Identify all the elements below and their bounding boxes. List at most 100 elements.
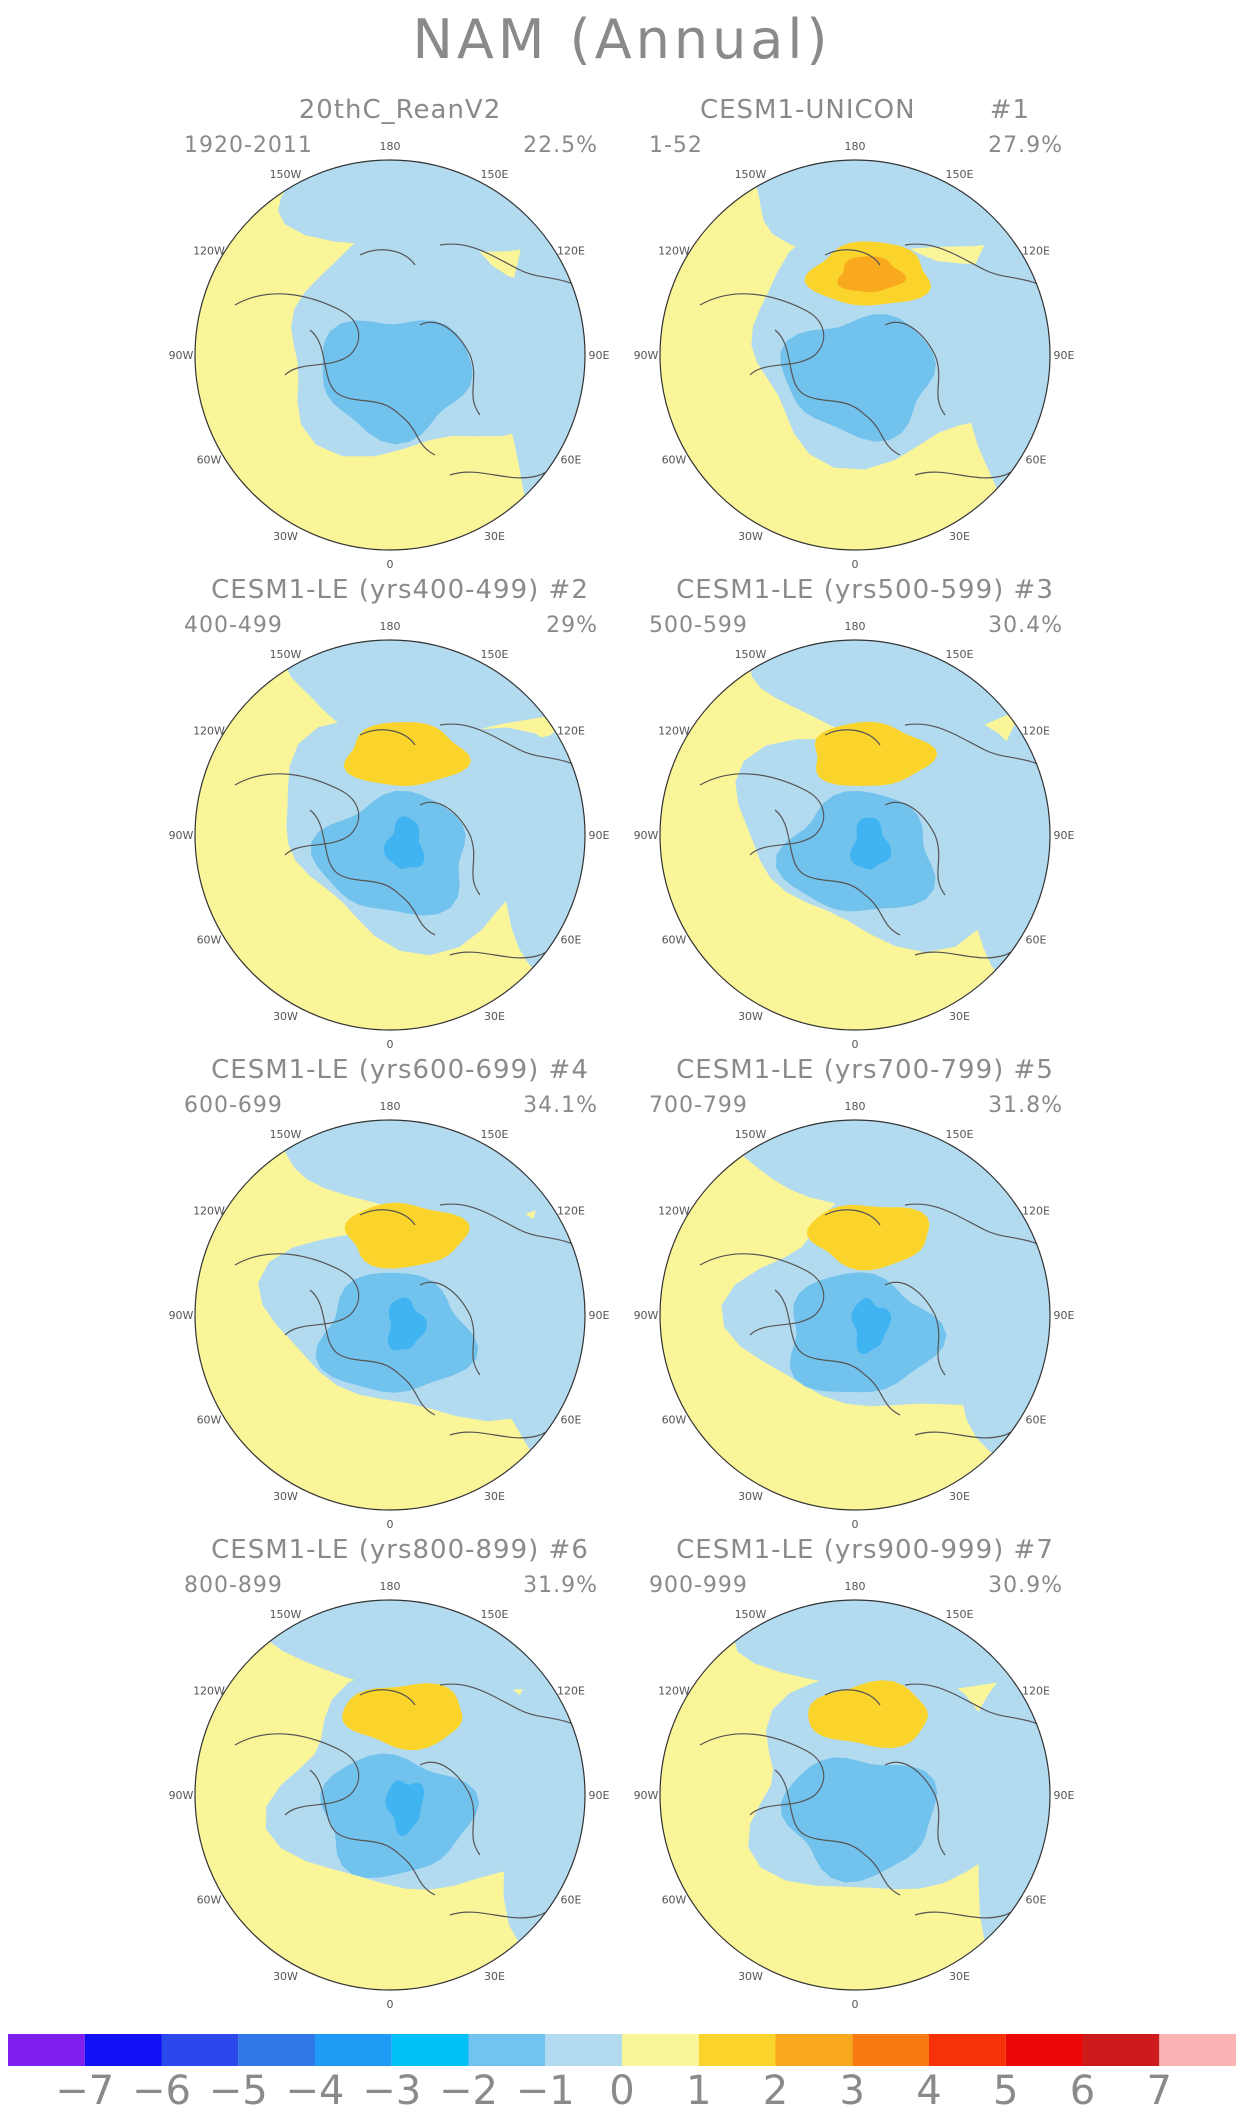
positive-region-level-1 — [343, 722, 471, 787]
colorbar-tick-label: 7 — [1146, 2068, 1172, 2114]
negative-region-level-3 — [387, 1297, 428, 1351]
negative-region-level-1 — [261, 1600, 585, 1691]
negative-region-level-2 — [322, 320, 473, 445]
colorbar-swatch — [698, 2034, 776, 2066]
panel-variance-explained: 31.9% — [523, 1573, 598, 1598]
longitude-label: 60W — [197, 1894, 222, 1907]
positive-region-level-1 — [342, 1683, 463, 1751]
colorbar-tick-label: −6 — [132, 2068, 191, 2114]
panel-period: 400-499 — [184, 613, 283, 638]
map-boundary — [659, 1599, 1051, 1991]
longitude-label: 120W — [658, 245, 690, 258]
longitude-label: 120E — [557, 1685, 585, 1698]
coastline — [699, 293, 825, 376]
longitude-label: 180 — [845, 1100, 866, 1113]
positive-region-level-1 — [814, 721, 938, 786]
coastline — [439, 723, 585, 771]
colorbar-tick-label: −7 — [55, 2068, 115, 2114]
panel-variance-explained: 31.8% — [988, 1093, 1063, 1118]
colorbar-tick-label: −3 — [362, 2068, 422, 2114]
colorbar-swatch — [84, 2034, 162, 2066]
longitude-label: 150E — [481, 648, 509, 661]
coastline — [419, 1281, 481, 1376]
coastline — [884, 1761, 946, 1856]
map-boundary — [194, 639, 586, 1031]
colorbar-swatch — [1005, 2034, 1083, 2066]
coastline — [904, 723, 1050, 771]
longitude-label: 90E — [589, 349, 610, 362]
coastline — [884, 321, 946, 416]
longitude-label: 60W — [662, 934, 687, 947]
coastline — [884, 801, 946, 896]
coastline — [904, 1683, 1050, 1731]
longitude-label: 120E — [557, 1205, 585, 1218]
longitude-label: 150E — [481, 168, 509, 181]
longitude-label: 120W — [193, 725, 225, 738]
panel-title: CESM1-LE (yrs400-499) #2 — [211, 575, 589, 605]
longitude-label: 30E — [484, 530, 505, 543]
negative-region-level-3 — [383, 816, 425, 869]
longitude-label: 30E — [484, 1490, 505, 1503]
coastline — [309, 1769, 436, 1896]
longitude-label: 90W — [634, 1789, 659, 1802]
longitude-label: 90W — [634, 349, 659, 362]
longitude-label: 180 — [380, 620, 401, 633]
longitude-label: 150W — [270, 648, 302, 661]
longitude-label: 90W — [634, 829, 659, 842]
longitude-label: 150W — [735, 1608, 767, 1621]
longitude-label: 120W — [193, 1685, 225, 1698]
panel-variance-explained: 27.9% — [988, 133, 1063, 158]
longitude-label: 90E — [589, 1309, 610, 1322]
panel-title: CESM1-LE (yrs700-799) #5 — [676, 1055, 1054, 1085]
panel-title: CESM1-LE (yrs900-999) #7 — [676, 1535, 1054, 1565]
colorbar-swatch — [8, 2034, 85, 2066]
longitude-label: 180 — [845, 1580, 866, 1593]
longitude-label: 180 — [380, 1580, 401, 1593]
colorbar-tick-label: 3 — [839, 2068, 865, 2114]
colorbar-swatch — [1082, 2034, 1160, 2066]
polar-map: 180 150E 120E 90E 60E 30E 0 30W 60W 90W 120W 150W — [634, 1580, 1075, 2011]
panel-period: 500-599 — [649, 613, 748, 638]
panel-variance-explained: 30.9% — [988, 1573, 1063, 1598]
panel-title: CESM1-LE (yrs600-699) #4 — [211, 1055, 589, 1085]
longitude-label: 60E — [1026, 454, 1047, 467]
map-panel: CESM1-LE (yrs400-499) #2 400-499 29% 180 150… — [169, 575, 610, 1051]
coastline — [824, 729, 881, 746]
longitude-label: 90E — [1054, 1789, 1075, 1802]
panel-period: 800-899 — [184, 1573, 283, 1598]
longitude-label: 120E — [1022, 1685, 1050, 1698]
coastline — [904, 1203, 1050, 1251]
longitude-label: 30W — [273, 1490, 298, 1503]
colorbar-tick-label: 6 — [1069, 2068, 1096, 2114]
map-panel: CESM1-LE (yrs500-599) #3 500-599 30.4% 180 1… — [634, 575, 1075, 1051]
polar-map: 180 150E 120E 90E 60E 30E 0 30W 60W 90W 120W 150W — [634, 620, 1075, 1051]
coastline — [419, 1761, 481, 1856]
longitude-label: 150E — [481, 1608, 509, 1621]
positive-region-level-1 — [808, 1680, 929, 1749]
negative-region-level-1 — [754, 160, 1050, 254]
longitude-label: 30E — [949, 1970, 970, 1983]
longitude-label: 30W — [738, 530, 763, 543]
longitude-label: 30W — [273, 1010, 298, 1023]
polar-map: 180 150E 120E 90E 60E 30E 0 30W 60W 90W 120W 150W — [634, 140, 1075, 571]
longitude-label: 150W — [270, 1128, 302, 1141]
colorbar — [8, 2034, 1236, 2066]
longitude-label: 30W — [738, 1010, 763, 1023]
polar-map: 180 150E 120E 90E 60E 30E 0 30W 60W 90W 120W 150W — [169, 140, 610, 571]
coastline — [884, 1281, 946, 1376]
negative-region-level-3 — [851, 1297, 892, 1355]
map-panel: CESM1-UNICON #1 1-52 27.9% 180 150E 120E 90E 60… — [634, 95, 1075, 571]
longitude-label: 60E — [1026, 1894, 1047, 1907]
longitude-label: 120W — [658, 1685, 690, 1698]
longitude-label: 60W — [197, 934, 222, 947]
longitude-label: 60W — [197, 1414, 222, 1427]
coastline — [234, 1253, 360, 1336]
panel-variance-explained: 29% — [546, 613, 598, 638]
colorbar-swatch — [468, 2034, 546, 2066]
panel-variance-explained: 30.4% — [988, 613, 1063, 638]
negative-region-level-1 — [496, 704, 585, 1023]
longitude-label: 180 — [845, 620, 866, 633]
longitude-label: 60W — [662, 1414, 687, 1427]
colorbar-swatch — [391, 2034, 469, 2066]
longitude-label: 180 — [845, 140, 866, 153]
